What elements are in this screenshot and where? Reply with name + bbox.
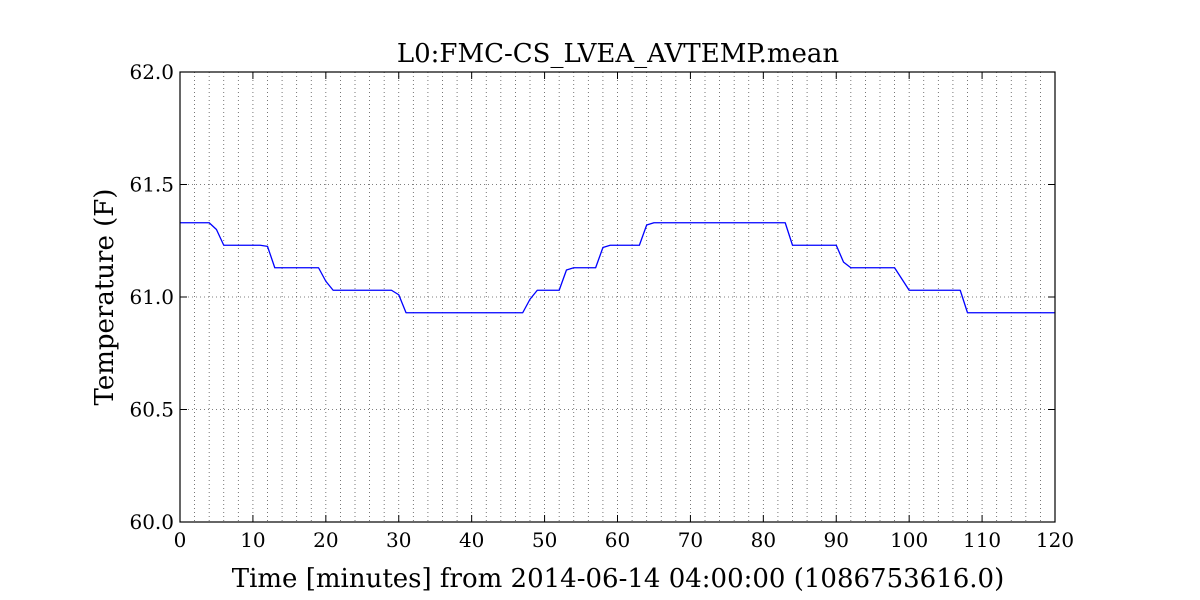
y-axis-tick-labels: 60.0 60.5 61.0 61.5 62.0 xyxy=(129,60,174,534)
x-tick-label: 110 xyxy=(963,528,1001,552)
x-tick-label: 80 xyxy=(751,528,776,552)
x-tick-label: 60 xyxy=(605,528,630,552)
x-tick-label: 20 xyxy=(313,528,338,552)
y-axis-label: Temperature (F) xyxy=(90,189,120,406)
axis-ticks xyxy=(179,71,1056,523)
x-tick-label: 100 xyxy=(890,528,928,552)
x-tick-label: 0 xyxy=(174,528,187,552)
x-axis-tick-labels: 0 10 20 30 40 50 60 70 80 90 100 110 120 xyxy=(174,528,1074,552)
series-line-0 xyxy=(180,222,1055,314)
x-tick-label: 90 xyxy=(824,528,849,552)
y-tick-label: 61.5 xyxy=(129,173,174,197)
x-tick-label: 40 xyxy=(459,528,484,552)
x-tick-label: 70 xyxy=(678,528,703,552)
x-axis-label: Time [minutes] from 2014-06-14 04:00:00 … xyxy=(232,564,1005,594)
x-tick-label: 120 xyxy=(1036,528,1074,552)
y-tick-label: 62.0 xyxy=(129,60,174,84)
chart-title: L0:FMC-CS_LVEA_AVTEMP.mean xyxy=(397,39,840,69)
series-layer xyxy=(180,222,1055,314)
y-tick-label: 60.0 xyxy=(129,510,174,534)
y-tick-label: 60.5 xyxy=(129,398,174,422)
y-tick-label: 61.0 xyxy=(129,285,174,309)
x-tick-label: 50 xyxy=(532,528,557,552)
x-tick-label: 10 xyxy=(240,528,265,552)
grid-lines xyxy=(180,72,1055,522)
x-tick-label: 30 xyxy=(386,528,411,552)
